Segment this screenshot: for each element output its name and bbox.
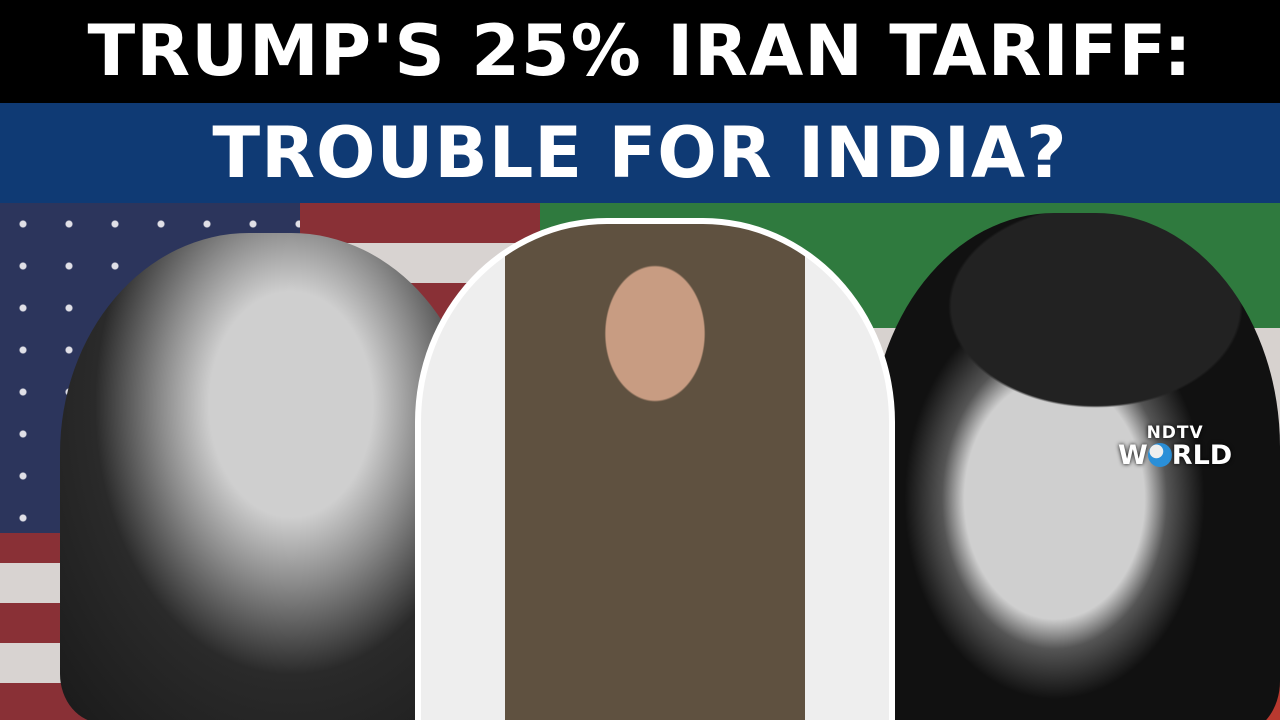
globe-icon: [1147, 443, 1172, 467]
logo-w: W: [1118, 440, 1148, 471]
headline-line-2: TROUBLE FOR INDIA?: [0, 103, 1280, 203]
ndtv-world-logo: NDTV W RLD: [1118, 423, 1233, 471]
logo-rld: RLD: [1171, 440, 1233, 471]
person-right-portrait: [870, 213, 1280, 720]
person-left-portrait: [60, 233, 480, 720]
headline-line-1: TRUMP'S 25% IRAN TARIFF:: [0, 0, 1280, 103]
thumbnail-photo-collage: NDTV W RLD: [0, 203, 1280, 720]
person-center-portrait: [415, 218, 895, 720]
logo-top-text: NDTV: [1146, 423, 1204, 443]
